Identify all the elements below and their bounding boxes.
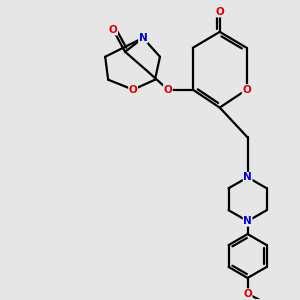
Text: O: O [243, 289, 252, 299]
Text: O: O [215, 7, 224, 17]
Text: O: O [242, 85, 251, 95]
Text: O: O [129, 85, 137, 95]
Text: N: N [243, 216, 252, 226]
Text: O: O [109, 25, 118, 35]
Text: N: N [243, 172, 252, 182]
Text: N: N [139, 33, 147, 43]
Text: O: O [164, 85, 172, 95]
